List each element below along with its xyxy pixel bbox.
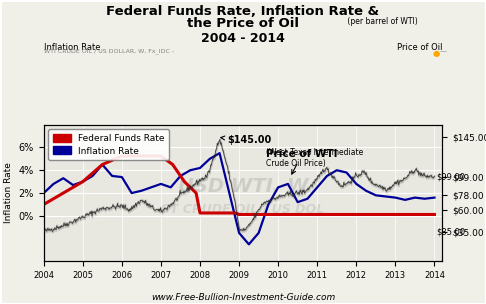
Text: Inflation Rate: Inflation Rate xyxy=(44,43,100,52)
Text: USD WTI, W: USD WTI, W xyxy=(178,177,308,196)
Text: www.Free-Bullion-Investment-Guide.com: www.Free-Bullion-Investment-Guide.com xyxy=(151,293,335,302)
Text: (West Texas Intermediate
Crude Oil Price): (West Texas Intermediate Crude Oil Price… xyxy=(266,148,364,168)
Text: $145.00: $145.00 xyxy=(221,136,272,145)
Text: Federal Funds Rate, Inflation Rate &: Federal Funds Rate, Inflation Rate & xyxy=(106,5,380,18)
Text: $35.00: $35.00 xyxy=(436,227,466,236)
Text: Price of WTI: Price of WTI xyxy=(266,149,338,174)
Text: 2004 - 2014: 2004 - 2014 xyxy=(201,32,285,45)
Text: ●: ● xyxy=(433,49,440,58)
Text: WTI CRUDE OIL / US DOLLAR, W, Fx_IDC -: WTI CRUDE OIL / US DOLLAR, W, Fx_IDC - xyxy=(44,49,174,54)
Y-axis label: Inflation Rate: Inflation Rate xyxy=(4,163,13,223)
Text: $99.00: $99.00 xyxy=(436,172,466,181)
Text: —: — xyxy=(440,49,447,55)
Legend: Federal Funds Rate, Inflation Rate: Federal Funds Rate, Inflation Rate xyxy=(48,129,169,160)
Text: the Price of Oil: the Price of Oil xyxy=(187,17,299,30)
Text: Price of Oil: Price of Oil xyxy=(397,43,442,52)
Text: ST CRUDE OIL / US DOL: ST CRUDE OIL / US DOL xyxy=(161,203,325,216)
Text: (per barrel of WTI): (per barrel of WTI) xyxy=(345,17,418,26)
